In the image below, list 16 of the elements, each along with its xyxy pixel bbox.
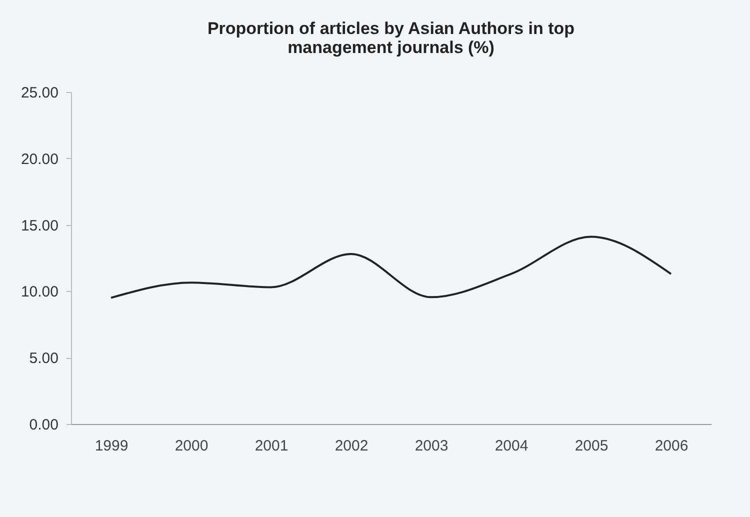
x-tick-label: 2006: [654, 438, 688, 454]
chart-title: Proportion of articles by Asian Authors in top management journals (%): [207, 19, 575, 57]
y-tick-label: 5.00: [29, 350, 58, 368]
y-tick-label: 25.00: [20, 84, 58, 102]
y-tick-label: 10.00: [20, 284, 58, 301]
y-tick-label: 20.00: [20, 150, 58, 168]
x-tick-label: 2000: [174, 438, 208, 454]
x-tick-label: 2003: [414, 438, 448, 454]
x-tick-label: 2004: [494, 438, 528, 454]
x-tick-label: 2002: [334, 438, 368, 454]
x-tick-label: 1999: [94, 438, 128, 454]
x-tick-label: 2001: [254, 438, 288, 454]
line-series: [110, 236, 672, 299]
x-tick-label: 2005: [574, 438, 608, 454]
y-tick-label: 15.00: [20, 217, 58, 234]
y-tick-label: 0.00: [29, 416, 58, 434]
